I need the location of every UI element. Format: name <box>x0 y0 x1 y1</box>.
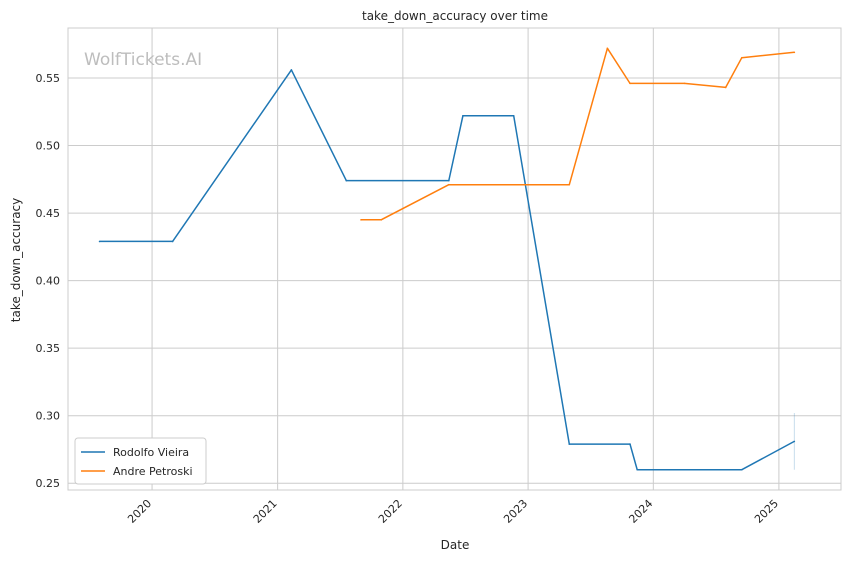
x-axis-title: Date <box>441 538 470 552</box>
x-tick-labels: 2020 2021 2022 2023 2024 2025 <box>125 497 781 526</box>
data-point-rodolfo-vieira-9 <box>636 468 638 471</box>
series-line-rodolfo-vieira <box>99 69 795 471</box>
y-tick-label-0.50: 0.50 <box>36 140 61 153</box>
data-point-rodolfo-vieira-1 <box>171 240 174 243</box>
data-point-andre-petroski-3 <box>568 183 571 186</box>
data-point-rodolfo-vieira-4 <box>448 179 450 182</box>
y-tick-label-0.40: 0.40 <box>36 275 61 288</box>
series-line-andre-petroski <box>361 47 795 221</box>
data-point-rodolfo-vieira-0 <box>98 240 101 243</box>
data-point-rodolfo-vieira-6 <box>512 115 515 117</box>
legend: Rodolfo Vieira Andre Petroski <box>74 437 207 485</box>
y-tick-label-0.25: 0.25 <box>36 477 61 490</box>
data-point-rodolfo-vieira-5 <box>462 115 464 117</box>
watermark: WolfTickets.AI <box>84 50 202 70</box>
data-point-rodolfo-vieira-7 <box>568 443 571 445</box>
data-point-andre-petroski-4 <box>606 47 609 50</box>
data-point-andre-petroski-6 <box>683 82 686 85</box>
data-point-rodolfo-vieira-11 <box>793 440 796 443</box>
y-tick-label-0.30: 0.30 <box>36 410 61 423</box>
x-tick-label-2025: 2025 <box>752 497 781 526</box>
data-point-rodolfo-vieira-8 <box>629 443 631 445</box>
plot-area <box>67 27 842 491</box>
legend-label-andre-petroski: Andre Petroski <box>113 465 193 478</box>
series-layer <box>98 47 796 471</box>
data-point-rodolfo-vieira-3 <box>345 179 348 182</box>
data-point-andre-petroski-2 <box>448 183 450 186</box>
chart-title: take_down_accuracy over time <box>362 9 548 23</box>
data-point-rodolfo-vieira-2 <box>290 69 293 71</box>
legend-label-rodolfo-vieira: Rodolfo Vieira <box>113 446 189 459</box>
data-point-andre-petroski-8 <box>741 56 743 59</box>
grid-layer <box>68 28 841 490</box>
data-point-andre-petroski-5 <box>629 82 631 85</box>
y-tick-labels: 0.25 0.30 0.35 0.40 0.45 0.50 0.55 <box>36 72 61 490</box>
y-tick-label-0.35: 0.35 <box>36 342 61 355</box>
x-tick-label-2024: 2024 <box>626 497 655 526</box>
x-tick-label-2022: 2022 <box>376 497 405 526</box>
y-tick-label-0.45: 0.45 <box>36 207 61 220</box>
data-point-rodolfo-vieira-10 <box>741 468 743 471</box>
legend-box <box>74 437 207 485</box>
data-point-andre-petroski-7 <box>724 86 727 89</box>
x-tick-label-2023: 2023 <box>501 497 530 526</box>
y-tick-label-0.55: 0.55 <box>36 72 61 85</box>
y-axis-title: take_down_accuracy <box>9 198 23 322</box>
x-tick-label-2020: 2020 <box>125 497 154 526</box>
data-point-andre-petroski-1 <box>380 219 383 221</box>
x-tick-label-2021: 2021 <box>251 497 280 526</box>
data-point-andre-petroski-9 <box>793 51 796 54</box>
data-point-andre-petroski-0 <box>360 219 362 221</box>
